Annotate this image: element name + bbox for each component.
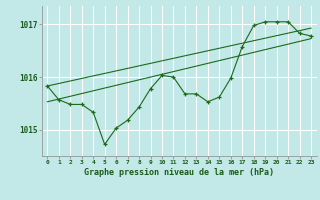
X-axis label: Graphe pression niveau de la mer (hPa): Graphe pression niveau de la mer (hPa) — [84, 168, 274, 177]
